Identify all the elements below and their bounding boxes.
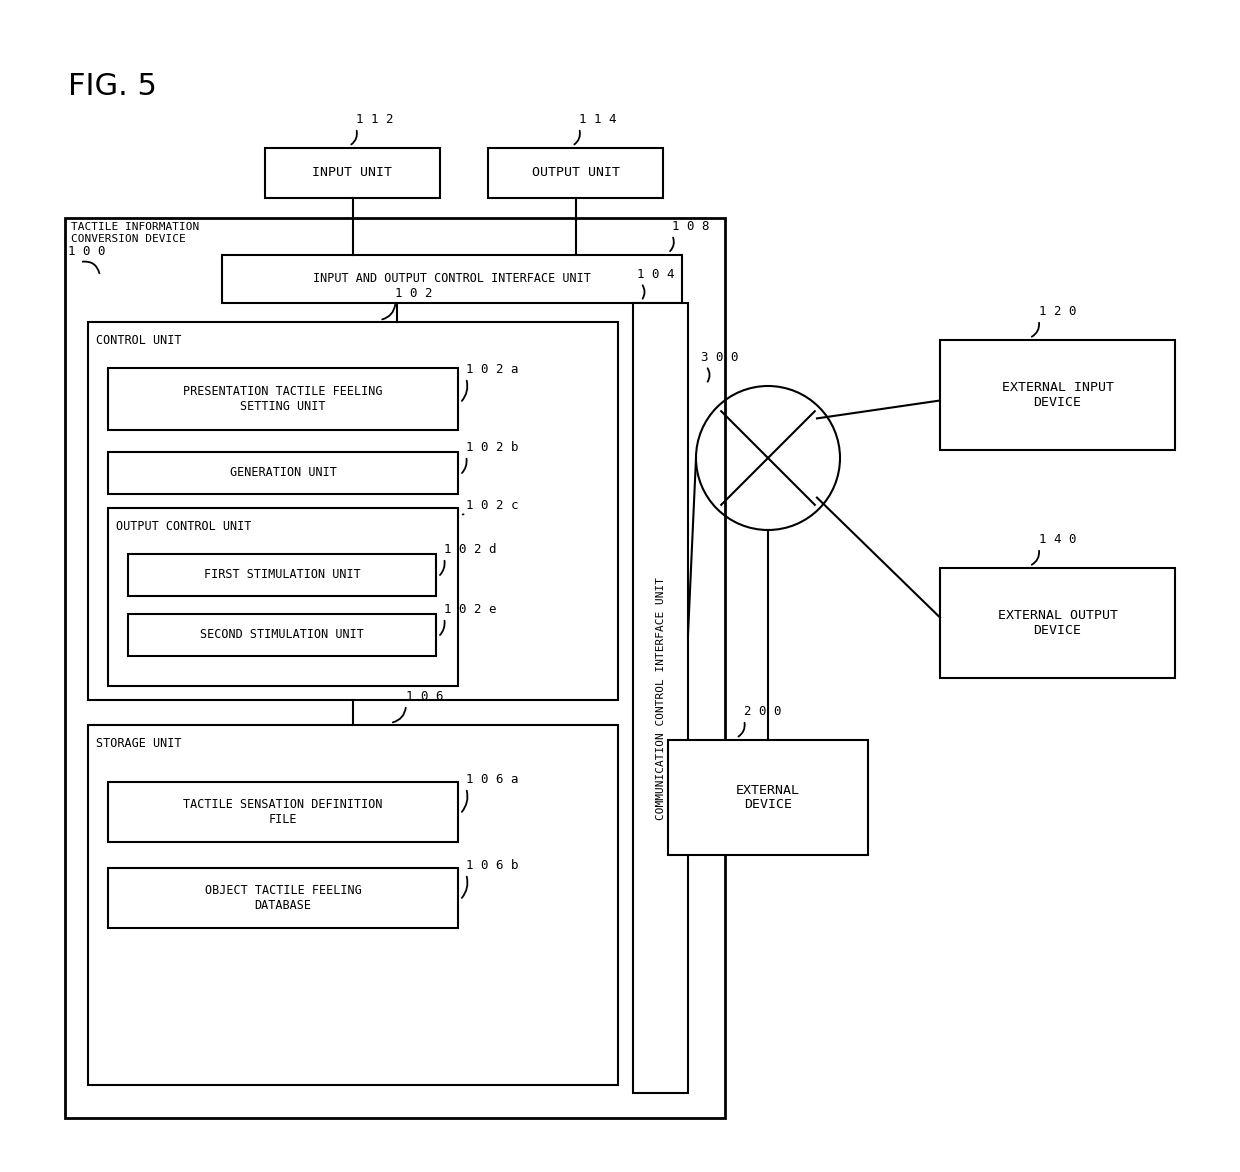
Text: STORAGE UNIT: STORAGE UNIT <box>95 737 181 750</box>
Text: 1 4 0: 1 4 0 <box>1039 533 1076 546</box>
Text: INPUT UNIT: INPUT UNIT <box>312 166 393 179</box>
Bar <box>108 868 458 928</box>
Text: OUTPUT CONTROL UNIT: OUTPUT CONTROL UNIT <box>117 520 252 533</box>
Text: 1 0 6: 1 0 6 <box>405 690 444 703</box>
Text: EXTERNAL OUTPUT
DEVICE: EXTERNAL OUTPUT DEVICE <box>997 609 1117 638</box>
Bar <box>108 452 458 495</box>
Text: 1 0 8: 1 0 8 <box>672 220 709 233</box>
Text: 1 0 2 e: 1 0 2 e <box>444 604 496 616</box>
Bar <box>88 725 618 1085</box>
Text: 2 0 0: 2 0 0 <box>744 706 781 718</box>
Bar <box>940 340 1176 450</box>
Bar <box>222 255 682 304</box>
Text: 1 0 6 b: 1 0 6 b <box>466 859 518 872</box>
Text: FIG. 5: FIG. 5 <box>68 71 157 101</box>
Text: 1 0 2 b: 1 0 2 b <box>466 441 518 454</box>
Text: TACTILE SENSATION DEFINITION
FILE: TACTILE SENSATION DEFINITION FILE <box>184 798 383 826</box>
Bar <box>265 148 440 198</box>
Text: OBJECT TACTILE FEELING
DATABASE: OBJECT TACTILE FEELING DATABASE <box>205 884 361 912</box>
Text: TACTILE INFORMATION
CONVERSION DEVICE: TACTILE INFORMATION CONVERSION DEVICE <box>71 222 200 244</box>
Text: EXTERNAL
DEVICE: EXTERNAL DEVICE <box>737 784 800 811</box>
Text: FIRST STIMULATION UNIT: FIRST STIMULATION UNIT <box>203 568 361 581</box>
Text: OUTPUT UNIT: OUTPUT UNIT <box>532 166 620 179</box>
Bar <box>632 304 688 1093</box>
Bar <box>489 148 663 198</box>
Text: 1 0 6 a: 1 0 6 a <box>466 774 518 786</box>
Text: GENERATION UNIT: GENERATION UNIT <box>229 466 336 479</box>
Text: 1 1 4: 1 1 4 <box>579 113 616 127</box>
Text: 1 1 2: 1 1 2 <box>356 113 393 127</box>
Text: 1 0 0: 1 0 0 <box>68 245 105 258</box>
Bar <box>88 322 618 700</box>
Text: 1 2 0: 1 2 0 <box>1039 305 1076 318</box>
Bar <box>128 554 436 597</box>
Text: EXTERNAL INPUT
DEVICE: EXTERNAL INPUT DEVICE <box>1002 381 1114 409</box>
Text: 1 0 4: 1 0 4 <box>637 268 675 281</box>
Bar <box>108 368 458 430</box>
Text: 1 0 2 c: 1 0 2 c <box>466 499 518 512</box>
Text: 3 0 0: 3 0 0 <box>701 350 739 364</box>
Bar <box>64 218 725 1118</box>
Text: SECOND STIMULATION UNIT: SECOND STIMULATION UNIT <box>200 628 363 641</box>
Text: 1 0 2 a: 1 0 2 a <box>466 363 518 376</box>
Text: 1 0 2 d: 1 0 2 d <box>444 543 496 556</box>
Bar <box>128 614 436 656</box>
Bar <box>108 507 458 686</box>
Text: INPUT AND OUTPUT CONTROL INTERFACE UNIT: INPUT AND OUTPUT CONTROL INTERFACE UNIT <box>312 273 591 286</box>
Bar <box>940 568 1176 677</box>
Bar <box>108 782 458 841</box>
Text: 1 0 2: 1 0 2 <box>396 287 433 300</box>
Text: COMMUNICATION CONTROL INTERFACE UNIT: COMMUNICATION CONTROL INTERFACE UNIT <box>656 577 666 819</box>
Text: CONTROL UNIT: CONTROL UNIT <box>95 334 181 347</box>
Text: PRESENTATION TACTILE FEELING
SETTING UNIT: PRESENTATION TACTILE FEELING SETTING UNI… <box>184 384 383 413</box>
Bar <box>668 740 868 856</box>
